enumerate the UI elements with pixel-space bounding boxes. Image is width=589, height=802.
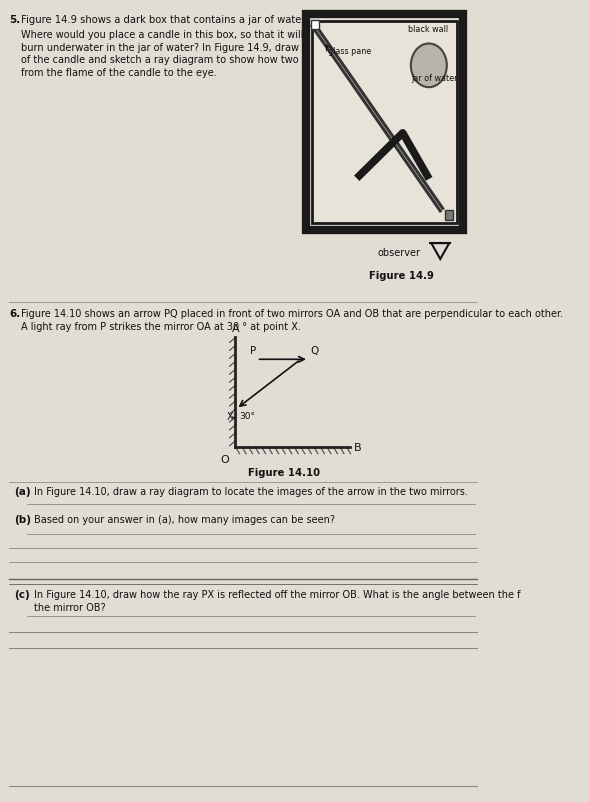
Text: B: B: [354, 442, 362, 452]
Text: In Figure 14.10, draw how the ray PX is reflected off the mirror OB. What is the: In Figure 14.10, draw how the ray PX is …: [34, 589, 520, 599]
Text: (b): (b): [14, 515, 31, 525]
Text: 30°: 30°: [240, 411, 256, 420]
Text: of the candle and sketch a ray diagram to show how two rays travel: of the candle and sketch a ray diagram t…: [21, 55, 354, 65]
Text: O: O: [220, 454, 229, 464]
Text: jar of water: jar of water: [411, 75, 458, 83]
Text: burn underwater in the jar of water? In Figure 14.9, draw the position: burn underwater in the jar of water? In …: [21, 43, 360, 52]
Bar: [306, 14, 463, 231]
Bar: [312, 22, 458, 224]
Text: P: P: [250, 346, 256, 356]
Text: Figure 14.10 shows an arrow PQ placed in front of two mirrors OA and OB that are: Figure 14.10 shows an arrow PQ placed in…: [21, 308, 563, 318]
Text: Figure 14.9 shows a dark box that contains a jar of water and a glass pane.: Figure 14.9 shows a dark box that contai…: [21, 14, 397, 25]
Text: In Figure 14.10, draw a ray diagram to locate the images of the arrow in the two: In Figure 14.10, draw a ray diagram to l…: [34, 487, 468, 496]
Bar: [312, 21, 319, 30]
Text: glass pane: glass pane: [327, 47, 371, 56]
Text: Figure 14.9: Figure 14.9: [369, 270, 434, 281]
Circle shape: [411, 44, 447, 88]
Text: 6.: 6.: [9, 308, 21, 318]
Text: A light ray from P strikes the mirror OA at 30 ° at point X.: A light ray from P strikes the mirror OA…: [21, 321, 300, 331]
Text: Based on your answer in (a), how many images can be seen?: Based on your answer in (a), how many im…: [34, 515, 335, 525]
Text: the mirror OB?: the mirror OB?: [34, 602, 105, 612]
Text: from the flame of the candle to the eye.: from the flame of the candle to the eye.: [21, 68, 217, 79]
Text: Figure 14.10: Figure 14.10: [249, 467, 320, 477]
Text: black wall: black wall: [408, 25, 448, 34]
Text: A: A: [231, 324, 239, 334]
Text: observer: observer: [378, 248, 421, 257]
Bar: [445, 211, 454, 221]
Text: X: X: [226, 411, 233, 421]
Text: 5.: 5.: [9, 14, 21, 25]
Text: (c): (c): [14, 589, 30, 599]
Text: (a): (a): [14, 487, 31, 496]
Text: Q: Q: [310, 346, 319, 356]
Text: Where would you place a candle in this box, so that it will appear to: Where would you place a candle in this b…: [21, 30, 354, 39]
